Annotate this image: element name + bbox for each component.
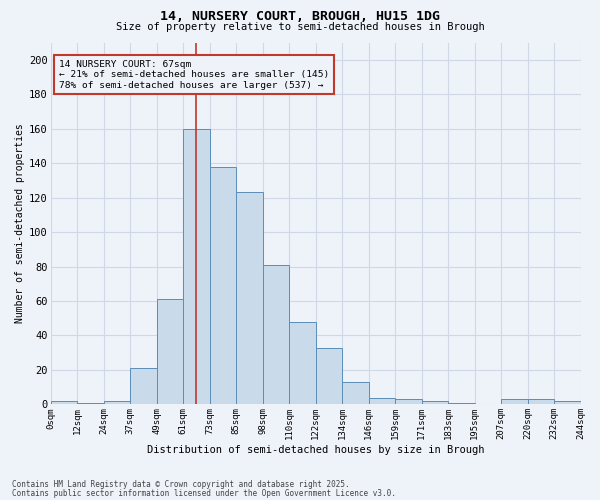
- Bar: [554, 401, 581, 404]
- Bar: [236, 192, 263, 404]
- Bar: [422, 401, 448, 404]
- Bar: [342, 382, 368, 404]
- Text: Contains HM Land Registry data © Crown copyright and database right 2025.: Contains HM Land Registry data © Crown c…: [12, 480, 350, 489]
- Bar: [368, 398, 395, 404]
- Bar: [104, 401, 130, 404]
- Bar: [157, 300, 183, 405]
- Text: Contains public sector information licensed under the Open Government Licence v3: Contains public sector information licen…: [12, 488, 396, 498]
- Text: Size of property relative to semi-detached houses in Brough: Size of property relative to semi-detach…: [116, 22, 484, 32]
- Text: 14, NURSERY COURT, BROUGH, HU15 1DG: 14, NURSERY COURT, BROUGH, HU15 1DG: [160, 10, 440, 23]
- Bar: [50, 401, 77, 404]
- Bar: [130, 368, 157, 405]
- Bar: [209, 166, 236, 404]
- Bar: [316, 348, 342, 405]
- Bar: [501, 399, 527, 404]
- Bar: [289, 322, 316, 404]
- X-axis label: Distribution of semi-detached houses by size in Brough: Distribution of semi-detached houses by …: [147, 445, 484, 455]
- Text: 14 NURSERY COURT: 67sqm
← 21% of semi-detached houses are smaller (145)
78% of s: 14 NURSERY COURT: 67sqm ← 21% of semi-de…: [59, 60, 329, 90]
- Bar: [183, 128, 209, 404]
- Bar: [527, 399, 554, 404]
- Bar: [263, 265, 289, 404]
- Bar: [448, 402, 475, 404]
- Bar: [77, 402, 104, 404]
- Y-axis label: Number of semi-detached properties: Number of semi-detached properties: [15, 124, 25, 324]
- Bar: [395, 399, 422, 404]
